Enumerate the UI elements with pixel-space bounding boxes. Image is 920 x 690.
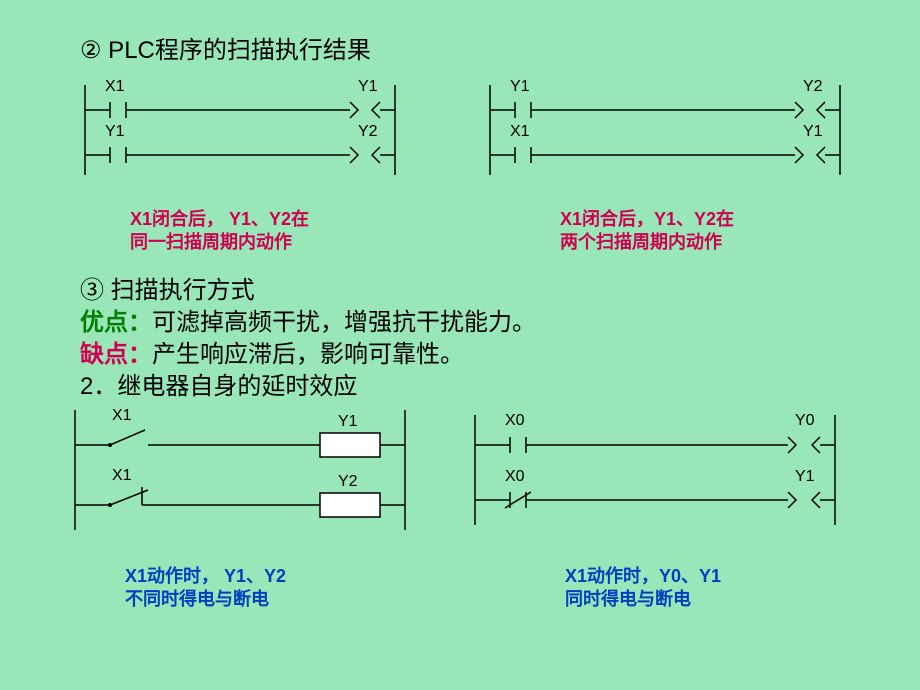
ladder1-r1-left: X1 bbox=[105, 78, 125, 96]
ladder-diagram-2: Y1 Y2 X1 Y1 bbox=[485, 80, 845, 180]
advantage-label: 优点： bbox=[80, 309, 152, 336]
ladder-diagram-4: X0 Y0 X0 Y1 bbox=[470, 410, 840, 530]
ladder2-r1-left: Y1 bbox=[510, 78, 530, 96]
ladder1-caption-l2: 同一扫描周期内动作 bbox=[130, 228, 292, 254]
ladder3-r1-right: Y1 bbox=[338, 413, 358, 431]
ladder1-r2-right: Y2 bbox=[358, 123, 378, 141]
section-title-3: ③ 扫描执行方式 bbox=[80, 270, 255, 305]
ladder4-caption-l2: 同时得电与断电 bbox=[565, 585, 691, 611]
ladder4-r2-left: X0 bbox=[505, 468, 525, 486]
ladder4-r1-right: Y0 bbox=[795, 412, 815, 430]
advantage-text: 可滤掉高频干扰，增强抗干扰能力。 bbox=[152, 309, 536, 336]
disadvantage-line: 缺点：产生响应滞后，影响可靠性。 bbox=[80, 334, 464, 369]
ladder3-r1-left: X1 bbox=[112, 407, 132, 425]
ladder1-r1-right: Y1 bbox=[358, 78, 378, 96]
ladder1-r2-left: Y1 bbox=[105, 123, 125, 141]
ladder3-caption-l2: 不同时得电与断电 bbox=[125, 585, 269, 611]
ladder2-r2-right: Y1 bbox=[803, 123, 823, 141]
disadvantage-text: 产生响应滞后，影响可靠性。 bbox=[152, 341, 464, 368]
ladder2-r2-left: X1 bbox=[510, 123, 530, 141]
ladder2-caption-l2: 两个扫描周期内动作 bbox=[560, 228, 722, 254]
ladder2-r1-right: Y2 bbox=[803, 78, 823, 96]
ladder-diagram-1: X1 Y1 Y1 Y2 bbox=[80, 80, 400, 180]
ladder4-r2-right: Y1 bbox=[795, 468, 815, 486]
advantage-line: 优点：可滤掉高频干扰，增强抗干扰能力。 bbox=[80, 302, 536, 337]
disadvantage-label: 缺点： bbox=[80, 341, 152, 368]
section-title-1: ② PLC程序的扫描执行结果 bbox=[80, 30, 371, 65]
ladder3-r2-left: X1 bbox=[112, 467, 132, 485]
section-2-title: 2．继电器自身的延时效应 bbox=[80, 366, 357, 401]
ladder-diagram-3: X1 Y1 X1 Y2 bbox=[70, 405, 410, 535]
ladder3-r2-right: Y2 bbox=[338, 473, 358, 491]
ladder4-r1-left: X0 bbox=[505, 412, 525, 430]
